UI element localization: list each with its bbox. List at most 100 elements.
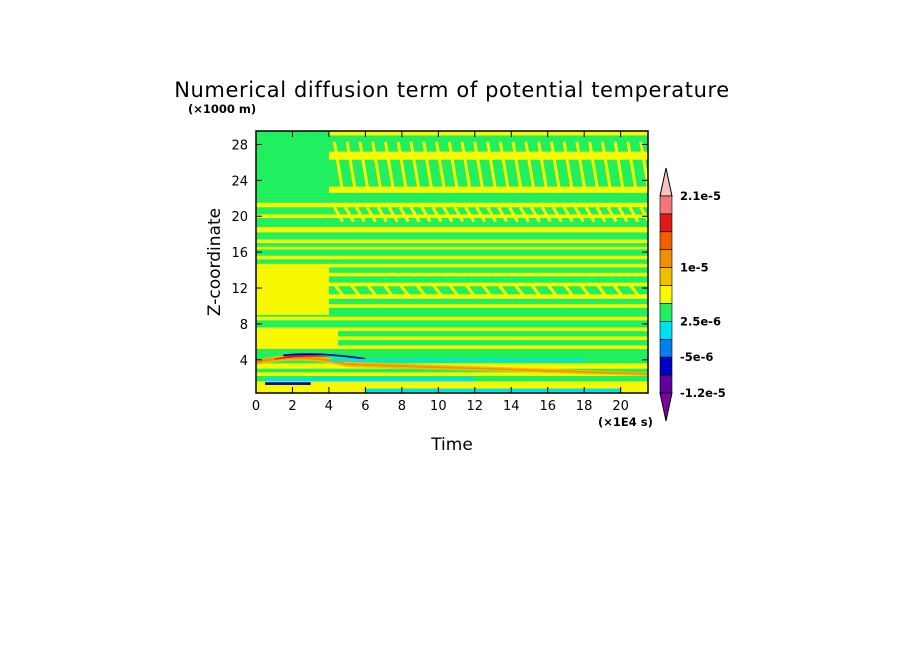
colorbar-swatch (659, 249, 673, 268)
contour-band (256, 345, 648, 350)
contour-streak (562, 206, 574, 223)
y-scale-note: (×1000 m) (188, 102, 256, 116)
colorbar-swatch (659, 285, 673, 304)
contour-band (256, 214, 648, 219)
contour-streak (435, 141, 447, 192)
contour-streak (396, 141, 408, 192)
contour-streak (606, 206, 618, 223)
plot-frame (255, 130, 649, 394)
contour-streak (349, 283, 361, 297)
colorbar-swatch (659, 303, 673, 322)
x-tick-label: 6 (361, 399, 369, 414)
y-ticks: 4 8 12 16 20 24 28 (231, 138, 648, 369)
colorbar-swatch (659, 321, 673, 340)
contour-streak (333, 206, 344, 223)
colorbar-swatch (659, 213, 673, 233)
contour-streak (371, 141, 383, 192)
colorbar-swatch (659, 356, 673, 376)
contour-streak (511, 141, 523, 192)
contour-streak (464, 206, 476, 223)
y-tick-label: 24 (231, 174, 248, 189)
contour-band (256, 381, 648, 393)
contour-region (256, 328, 339, 346)
colorbar-swatch (659, 374, 673, 394)
contour-streak (447, 141, 459, 192)
colorbar-bottom-arrow (659, 392, 673, 422)
contour-streak (409, 141, 421, 192)
x-tick-label: 14 (503, 399, 520, 414)
contour-streak (562, 283, 574, 297)
x-tick-label: 8 (398, 399, 406, 414)
contour-streak (573, 206, 585, 223)
contour-band (265, 377, 475, 382)
contour-streak (358, 141, 370, 192)
contour-streak (530, 206, 541, 223)
contour-band (256, 255, 648, 260)
contour-band (256, 202, 648, 208)
contour-streak (415, 283, 426, 297)
x-scale-note: (×1E4 s) (598, 415, 653, 429)
contour-streak (383, 141, 396, 192)
contour-band (256, 372, 648, 376)
contour-region (256, 141, 329, 193)
contour-band (256, 186, 648, 193)
colorbar-swatch (659, 195, 673, 215)
contour-streak (420, 206, 432, 223)
x-tick-label: 0 (252, 399, 260, 414)
contour-streak (513, 283, 525, 297)
contour-streak (498, 141, 511, 192)
contour-streak (497, 283, 508, 297)
contour-streak (595, 206, 607, 223)
colorbar-label: 2.5e-6 (680, 314, 721, 328)
contour-streak (508, 206, 519, 223)
contour-region (256, 356, 648, 375)
contour-streak (579, 283, 590, 297)
contour-band (256, 327, 648, 332)
contour-streak (382, 283, 394, 297)
x-tick-label: 12 (467, 399, 484, 414)
contour-band (256, 294, 648, 299)
contour-streak (366, 283, 377, 297)
contour-streak (546, 283, 558, 297)
contour-streak (376, 206, 388, 223)
contour-streak (354, 206, 366, 223)
contour-streak (409, 206, 421, 223)
contour-streak (442, 206, 454, 223)
contour-band (265, 382, 311, 385)
contour-band (256, 304, 648, 308)
contour-streak (628, 206, 640, 223)
colorbar-top-arrow (659, 167, 673, 197)
contour-band (256, 239, 648, 244)
colorbar-label: 2.1e-5 (680, 189, 721, 203)
chart-title: Numerical diffusion term of potential te… (174, 78, 730, 102)
contour-region (283, 353, 366, 360)
x-tick-label: 4 (325, 399, 333, 414)
contour-band (256, 316, 648, 321)
contour-streak (617, 206, 629, 223)
contour-streak (344, 206, 355, 223)
contour-streak (613, 141, 625, 192)
contour-streak (431, 206, 443, 223)
y-tick-label: 4 (240, 354, 248, 369)
colorbar-swatch (659, 267, 673, 286)
x-tick-label: 20 (612, 399, 629, 414)
contour-streak (486, 206, 498, 223)
contour-streak (460, 141, 472, 192)
contour-streak (431, 283, 443, 297)
contour-band (256, 131, 648, 136)
contour-streak (524, 141, 536, 192)
colorbar-swatch (659, 231, 673, 251)
x-tick-label: 18 (576, 399, 593, 414)
contour-streak (480, 283, 492, 297)
contour-streak (575, 141, 587, 192)
contour-streak (398, 283, 410, 297)
contour-streak (612, 283, 623, 297)
colorbar-label: -1.2e-5 (680, 386, 726, 400)
contour-region (256, 267, 329, 315)
contour-band (256, 282, 648, 287)
contour-streak (519, 206, 530, 223)
y-tick-label: 12 (231, 282, 248, 297)
y-tick-label: 20 (231, 210, 248, 225)
contour-streak (537, 141, 549, 192)
